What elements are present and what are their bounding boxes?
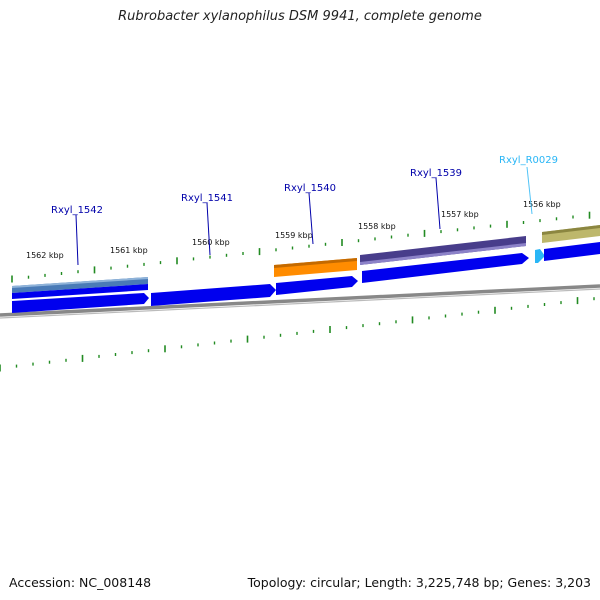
gene-label-leader [526, 166, 533, 215]
genome-backbone [0, 284, 600, 317]
cds-arrow [544, 242, 600, 261]
gene-bar-highlight [360, 243, 526, 265]
rna-label[interactable]: Rxyl_R0029 [499, 155, 558, 166]
cds-arrow [12, 293, 149, 313]
gene-neighbor-right[interactable] [542, 225, 600, 261]
gene-label-leader [435, 177, 441, 230]
gene-label[interactable]: Rxyl_1539 [410, 168, 462, 179]
cds-arrow [362, 253, 529, 283]
kbp-label-1562: 1562 kbp [26, 251, 64, 260]
kbp-label-1559: 1559 kbp [275, 231, 313, 240]
gene-label-leader [308, 192, 314, 245]
genome-backbone-shadow [0, 288, 600, 319]
gene-label[interactable]: Rxyl_1540 [284, 183, 336, 194]
kbp-label-1561: 1561 kbp [110, 246, 148, 255]
lower-tick-track [0, 297, 595, 372]
upper-tick-track [11, 211, 591, 283]
cds-arrow [276, 276, 358, 295]
rna-rxyl-r0029[interactable]: Rxyl_R0029 [499, 155, 558, 263]
gene-rxyl-1540[interactable]: Rxyl_1540 [274, 183, 358, 295]
cds-arrow [12, 284, 148, 299]
gene-bar-shade [542, 225, 600, 235]
gene-rxyl-1542[interactable]: Rxyl_1542 [12, 205, 149, 313]
kbp-label-1558: 1558 kbp [358, 222, 396, 231]
genome-summary-text: Topology: circular; Length: 3,225,748 bp… [247, 575, 591, 590]
rna-arrow [535, 249, 545, 263]
kbp-label-1557: 1557 kbp [441, 210, 479, 219]
kbp-label-1556: 1556 kbp [523, 200, 561, 209]
gene-bar-shade [274, 258, 357, 268]
gene-label-leader [206, 202, 211, 256]
gene-label-leader [75, 214, 79, 266]
gene-rxyl-1539[interactable]: Rxyl_1539 [360, 168, 529, 283]
accession-text: Accession: NC_008148 [9, 575, 152, 590]
gene-rxyl-1541[interactable]: Rxyl_1541 [151, 193, 276, 306]
gene-bar-highlight [12, 277, 148, 288]
cds-arrow [151, 284, 276, 306]
kbp-label-1560: 1560 kbp [192, 238, 230, 247]
gene-label[interactable]: Rxyl_1541 [181, 193, 233, 204]
genome-title: Rubrobacter xylanophilus DSM 9941, compl… [118, 9, 482, 24]
gene-label[interactable]: Rxyl_1542 [51, 205, 103, 216]
